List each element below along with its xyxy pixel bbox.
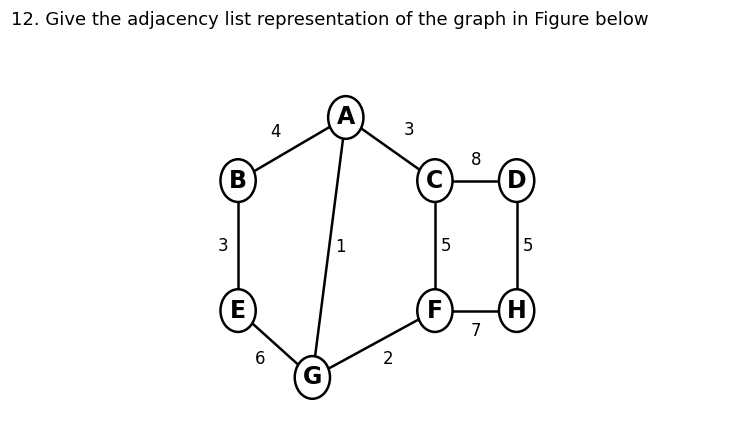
Text: 3: 3: [403, 122, 415, 140]
Text: 5: 5: [523, 237, 533, 254]
Text: 2: 2: [383, 350, 394, 368]
Text: A: A: [336, 106, 355, 130]
Text: B: B: [229, 169, 247, 192]
Text: 6: 6: [255, 350, 266, 368]
Ellipse shape: [499, 289, 534, 332]
Text: 1: 1: [335, 238, 345, 257]
Text: G: G: [303, 365, 322, 390]
Ellipse shape: [221, 289, 256, 332]
Ellipse shape: [221, 159, 256, 202]
Ellipse shape: [328, 96, 363, 139]
Text: 12. Give the adjacency list representation of the graph in Figure below: 12. Give the adjacency list representati…: [11, 11, 649, 29]
Ellipse shape: [418, 289, 453, 332]
Text: 8: 8: [471, 151, 481, 169]
Text: 5: 5: [441, 237, 451, 254]
Text: 4: 4: [270, 123, 280, 141]
Text: E: E: [230, 299, 246, 322]
Text: C: C: [427, 169, 444, 192]
Text: 7: 7: [471, 322, 481, 340]
Ellipse shape: [294, 356, 330, 399]
Text: D: D: [507, 169, 526, 192]
Text: 3: 3: [218, 237, 228, 254]
Text: H: H: [507, 299, 526, 322]
Text: F: F: [427, 299, 443, 322]
Ellipse shape: [499, 159, 534, 202]
Ellipse shape: [418, 159, 453, 202]
